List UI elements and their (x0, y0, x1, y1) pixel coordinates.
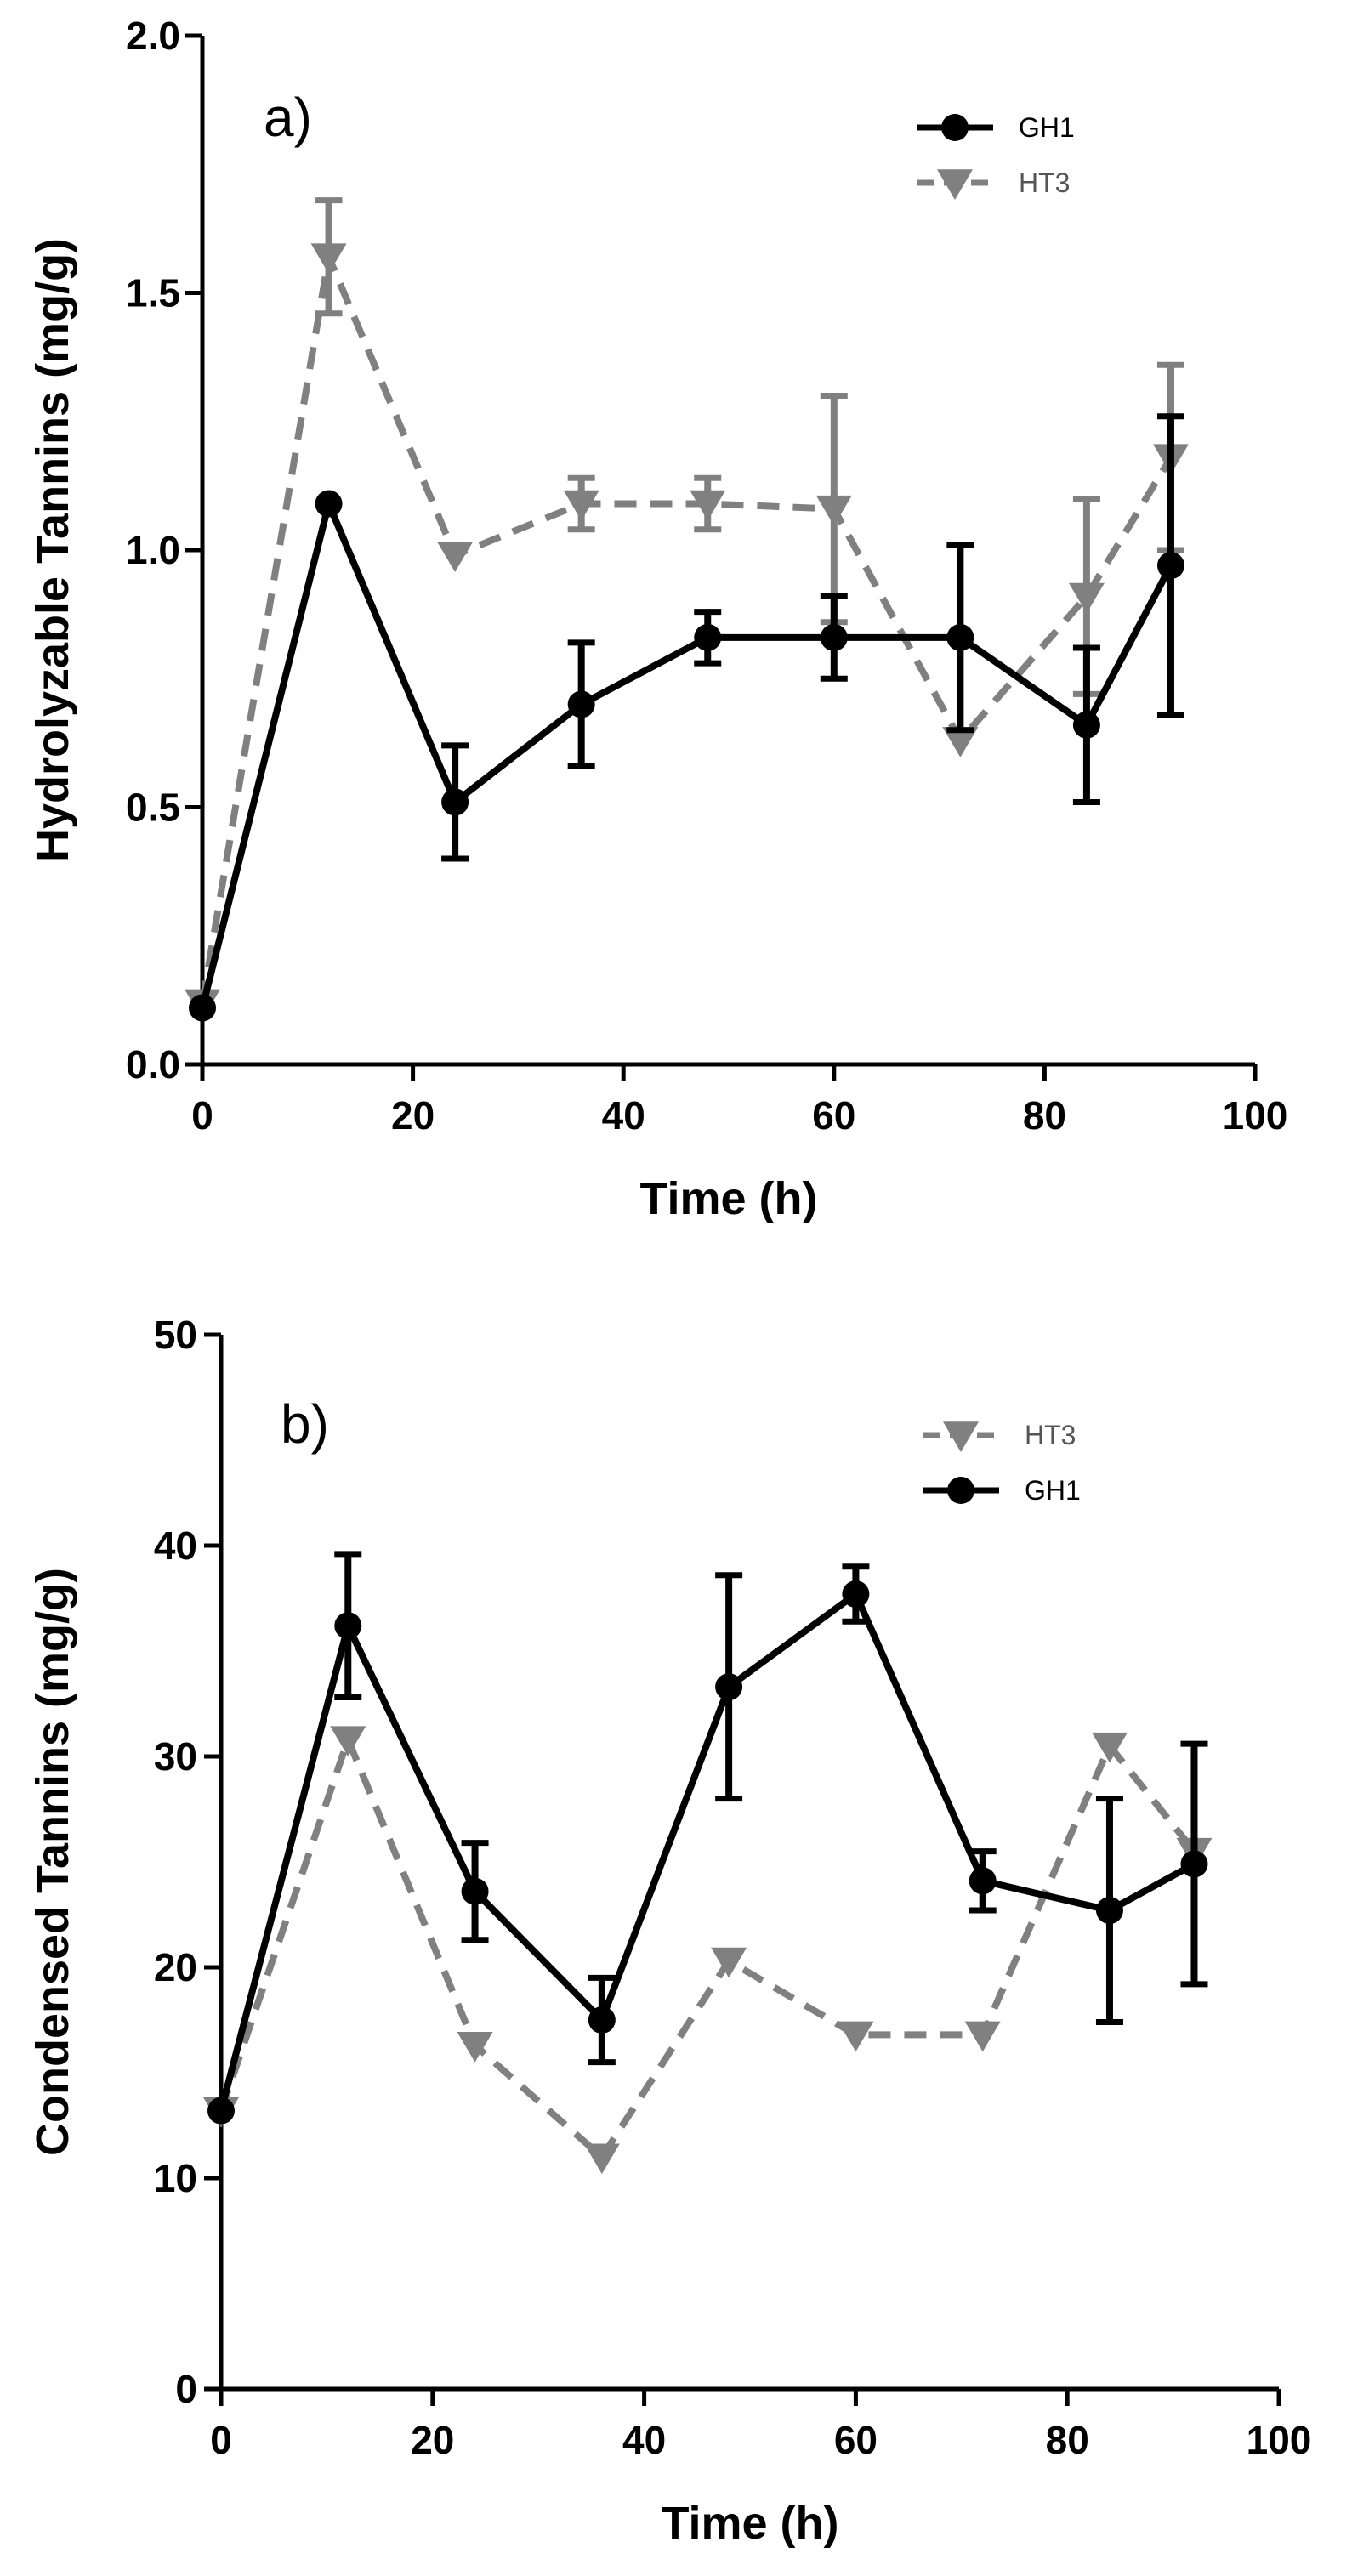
x-tick-label: 0 (191, 1093, 213, 1138)
series-line-gh1 (218, 1591, 1196, 2112)
data-point (1095, 1897, 1123, 1925)
series-ht3 (185, 197, 1189, 1020)
series-gh1 (189, 413, 1184, 1022)
legend-marker (947, 1477, 974, 1504)
data-point (563, 490, 599, 521)
data-point (207, 2097, 235, 2125)
data-point (842, 1580, 870, 1609)
data-point (715, 1673, 743, 1701)
data-point (567, 690, 595, 718)
x-tick-label: 80 (1023, 1093, 1066, 1138)
data-point (1068, 582, 1105, 614)
y-tick-label: 40 (154, 1523, 197, 1568)
data-point (690, 490, 726, 521)
series-line-ht3 (199, 253, 1174, 1004)
x-tick-label: 40 (602, 1093, 645, 1138)
data-point (588, 2006, 616, 2034)
legend-marker (937, 169, 973, 200)
data-point (969, 1867, 997, 1895)
legend: HT3 GH1 (923, 1420, 1081, 1506)
data-point (330, 1726, 366, 1757)
data-point (694, 623, 722, 651)
panel-label: a) (264, 87, 312, 148)
y-axis-title: Hydrolyzable Tannins (mg/g) (27, 238, 78, 862)
data-point (1091, 1732, 1128, 1763)
legend-label: HT3 (1025, 1420, 1076, 1450)
x-axis-title: Time (h) (639, 1173, 817, 1224)
legend-label: GH1 (1019, 112, 1075, 143)
y-tick-label: 0.0 (126, 1042, 180, 1087)
data-point (189, 994, 216, 1022)
x-tick-label: 60 (812, 1093, 855, 1138)
data-point (815, 495, 852, 526)
y-axis-title: Condensed Tannins (mg/g) (27, 1568, 78, 2156)
data-point (1072, 711, 1100, 739)
x-axis-title: Time (h) (661, 2498, 838, 2549)
y-tick-label: 1.5 (126, 271, 180, 315)
x-tick-label: 80 (1046, 2418, 1089, 2462)
y-tick-label: 10 (154, 2156, 197, 2200)
x-tick-label: 60 (834, 2418, 878, 2462)
x-tick-label: 100 (1223, 1093, 1288, 1138)
data-point (334, 1612, 362, 1640)
x-tick-label: 20 (411, 2418, 454, 2462)
x-tick-label: 40 (622, 2418, 666, 2462)
data-point (437, 542, 474, 572)
legend-marker (943, 1421, 979, 1452)
panel-a: 0 20 40 60 80 100 0.0 0.5 1.0 1.5 2.0 Time (h) Hydro… (27, 14, 1287, 1224)
x-tick-label: 100 (1247, 2418, 1312, 2462)
data-point (820, 623, 848, 651)
y-tick-label: 30 (154, 1734, 197, 1779)
series-ht3 (203, 1726, 1213, 2175)
y-tick-label: 20 (154, 1945, 197, 1989)
y-tick-label: 0 (175, 2367, 197, 2411)
data-point (315, 490, 343, 518)
data-point (461, 1877, 489, 1905)
legend-marker (941, 114, 969, 141)
y-tick-label: 50 (154, 1313, 197, 1357)
data-point (310, 243, 347, 275)
y-tick-label: 1.0 (126, 528, 180, 572)
data-point (946, 623, 974, 651)
data-point (1180, 1850, 1208, 1878)
legend-label: GH1 (1025, 1475, 1081, 1506)
data-point (457, 2032, 493, 2063)
legend-label: HT3 (1019, 167, 1070, 198)
x-tick-label: 0 (210, 2418, 232, 2462)
y-tick-label: 0.5 (126, 786, 180, 830)
data-point (1156, 552, 1184, 580)
data-point (838, 2021, 874, 2052)
data-point (942, 727, 979, 757)
y-tick-label: 2.0 (126, 14, 180, 58)
data-point (711, 1947, 747, 1978)
series-line-gh1 (199, 500, 1174, 1009)
legend: GH1 HT3 (917, 112, 1075, 200)
data-point (583, 2143, 620, 2175)
panel-b: 0 20 40 60 80 100 0 10 20 30 40 50 Time (h) Condensed… (27, 1313, 1311, 2549)
data-point (441, 788, 469, 816)
data-point (964, 2021, 1001, 2052)
x-tick-label: 20 (391, 1093, 435, 1138)
series-line-ht3 (218, 1736, 1197, 2161)
panel-label: b) (281, 1393, 329, 1455)
series-gh1 (207, 1551, 1208, 2125)
